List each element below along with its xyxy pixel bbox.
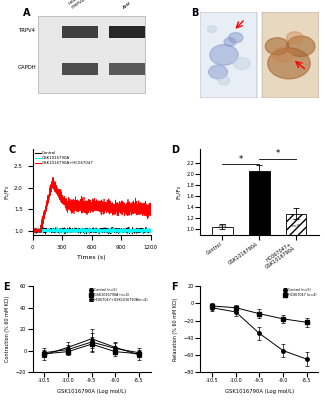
Control (44, 232, 47, 236)
Y-axis label: F₁/F₀: F₁/F₀ (176, 185, 181, 199)
Circle shape (268, 48, 310, 79)
Bar (109, 62, 145, 74)
Bar (286, 214, 306, 285)
GSK1016790A+HC067047 (33, 230, 37, 235)
Text: A: A (23, 8, 31, 18)
GSK1016790A+HC067047 (47, 193, 51, 198)
GSK1016790A (131, 229, 135, 234)
GSK1016790A (55, 225, 59, 230)
GSK1016790A (44, 229, 47, 234)
Control (84, 228, 88, 233)
Bar (262, 12, 318, 98)
Text: TRPV4: TRPV4 (19, 28, 36, 33)
Text: E: E (3, 282, 9, 292)
GSK1016790A+HC067047 (50, 175, 54, 180)
Legend: Control (n=5), HC067047 (n=4): Control (n=5), HC067047 (n=4) (282, 288, 317, 297)
Text: C: C (9, 145, 16, 155)
Text: *: * (276, 149, 280, 158)
Line: GSK1016790A+HC067047: GSK1016790A+HC067047 (32, 178, 151, 233)
Bar (249, 171, 269, 285)
Circle shape (287, 36, 315, 56)
GSK1016790A (31, 229, 34, 234)
Bar (109, 26, 145, 38)
GSK1016790A+HC067047 (84, 201, 88, 206)
Y-axis label: Contraction (% 60 mM KCl): Contraction (% 60 mM KCl) (5, 296, 10, 362)
GSK1016790A+HC067047 (131, 205, 135, 210)
GSK1016790A (148, 231, 152, 236)
Circle shape (210, 44, 238, 65)
Control (149, 228, 153, 233)
Line: GSK1016790A: GSK1016790A (32, 227, 151, 233)
GSK1016790A (149, 228, 153, 232)
X-axis label: GSK1016790A (Log mol/L): GSK1016790A (Log mol/L) (225, 389, 294, 394)
GSK1016790A (84, 228, 88, 233)
GSK1016790A+HC067047 (44, 206, 47, 211)
Legend: Control, GSK1016790A, GSK1016790A+HC067047: Control, GSK1016790A, GSK1016790A+HC0670… (34, 151, 94, 166)
GSK1016790A (47, 227, 51, 232)
Legend: Control (n=5), GSK1016790A (n=4), HC067047+GSK1016790A(n=4): Control (n=5), GSK1016790A (n=4), HC0670… (89, 288, 149, 302)
Circle shape (207, 26, 217, 32)
Bar (62, 26, 98, 38)
Control (34, 228, 38, 233)
Control (41, 224, 45, 229)
Circle shape (218, 76, 230, 85)
Bar (212, 226, 233, 285)
Control (131, 227, 135, 232)
Bar (200, 12, 257, 98)
Circle shape (209, 65, 228, 79)
Text: n=11: n=11 (254, 224, 265, 228)
X-axis label: GSK1016790A (Log mol/L): GSK1016790A (Log mol/L) (57, 389, 126, 394)
Text: n=4: n=4 (218, 224, 227, 228)
Text: ASM: ASM (122, 2, 132, 10)
Y-axis label: Relaxation (% 60 mM KCl): Relaxation (% 60 mM KCl) (173, 298, 178, 361)
Bar (62, 62, 98, 74)
Text: B: B (191, 8, 198, 18)
Control (31, 228, 34, 232)
GSK1016790A+HC067047 (40, 224, 44, 228)
Text: D: D (171, 145, 179, 155)
Text: GAPDH: GAPDH (18, 65, 36, 70)
Text: n=9: n=9 (292, 224, 301, 228)
Text: F: F (171, 282, 177, 292)
GSK1016790A+HC067047 (34, 228, 38, 233)
GSK1016790A+HC067047 (149, 212, 153, 216)
GSK1016790A+HC067047 (31, 228, 34, 232)
GSK1016790A (40, 229, 44, 234)
X-axis label: Times (s): Times (s) (77, 255, 106, 260)
Control (40, 228, 44, 232)
Circle shape (229, 32, 243, 43)
Text: *: * (239, 154, 243, 164)
Circle shape (233, 58, 250, 70)
Control (44, 230, 47, 234)
Text: HEK 293T
(TRPV4-1): HEK 293T (TRPV4-1) (68, 0, 91, 10)
Control (47, 228, 51, 233)
Circle shape (287, 32, 303, 44)
Y-axis label: F₁/F₀: F₁/F₀ (4, 185, 8, 199)
Circle shape (272, 47, 294, 62)
GSK1016790A (34, 229, 38, 234)
Line: Control: Control (32, 226, 151, 234)
Circle shape (224, 38, 236, 46)
Circle shape (265, 38, 289, 55)
